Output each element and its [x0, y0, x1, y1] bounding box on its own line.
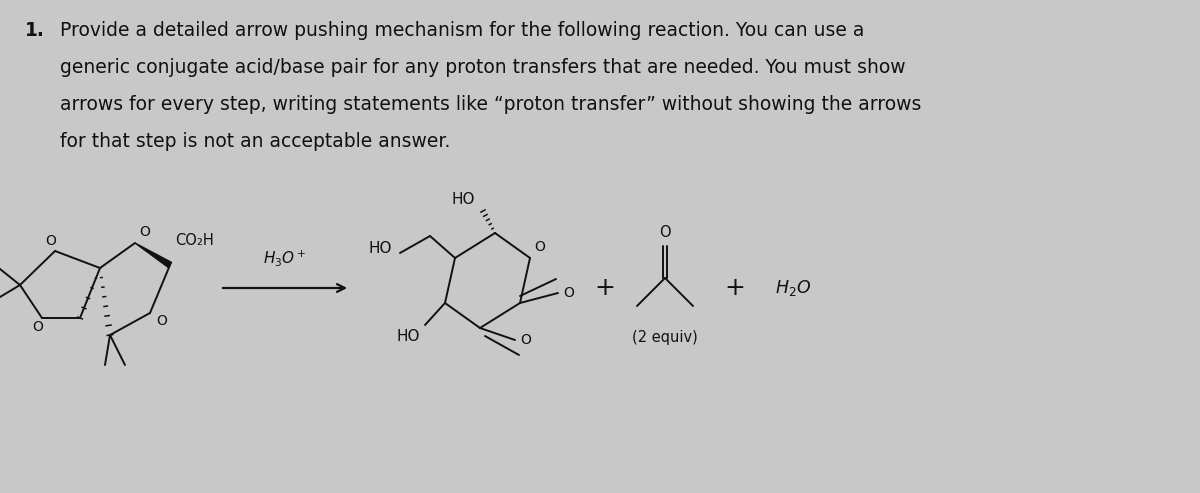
- Text: O: O: [32, 320, 43, 334]
- Text: $H_3O^+$: $H_3O^+$: [263, 248, 307, 268]
- Text: O: O: [534, 240, 545, 254]
- Text: CO₂H: CO₂H: [175, 233, 214, 248]
- Text: O: O: [563, 286, 574, 300]
- Text: arrows for every step, writing statements like “proton transfer” without showing: arrows for every step, writing statement…: [60, 95, 922, 114]
- Text: +: +: [725, 276, 745, 300]
- Text: for that step is not an acceptable answer.: for that step is not an acceptable answe…: [60, 132, 450, 151]
- Text: (2 equiv): (2 equiv): [632, 330, 698, 345]
- Text: +: +: [594, 276, 616, 300]
- Polygon shape: [134, 243, 172, 268]
- Text: generic conjugate acid/base pair for any proton transfers that are needed. You m: generic conjugate acid/base pair for any…: [60, 58, 906, 77]
- Text: HO: HO: [451, 192, 475, 207]
- Text: O: O: [46, 234, 56, 248]
- Text: HO: HO: [396, 329, 420, 344]
- Text: 1.: 1.: [25, 21, 44, 40]
- Text: O: O: [659, 225, 671, 240]
- Text: $H_2O$: $H_2O$: [775, 278, 811, 298]
- Text: O: O: [156, 314, 167, 328]
- Text: O: O: [520, 333, 530, 347]
- Text: O: O: [139, 225, 150, 239]
- Text: HO: HO: [368, 242, 392, 256]
- Text: Provide a detailed arrow pushing mechanism for the following reaction. You can u: Provide a detailed arrow pushing mechani…: [60, 21, 864, 40]
